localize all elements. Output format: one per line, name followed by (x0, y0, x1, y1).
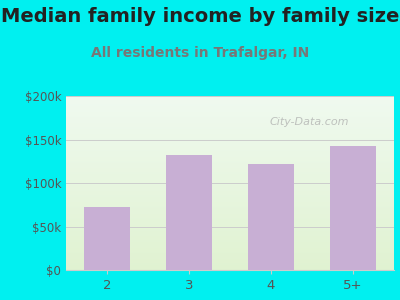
Bar (330, 146, 376, 270)
Text: All residents in Trafalgar, IN: All residents in Trafalgar, IN (91, 46, 309, 61)
Text: Median family income by family size: Median family income by family size (1, 8, 399, 26)
Text: City-Data.com: City-Data.com (269, 117, 349, 127)
Bar (166, 155, 212, 270)
Bar (84, 207, 130, 270)
Bar (248, 164, 294, 270)
